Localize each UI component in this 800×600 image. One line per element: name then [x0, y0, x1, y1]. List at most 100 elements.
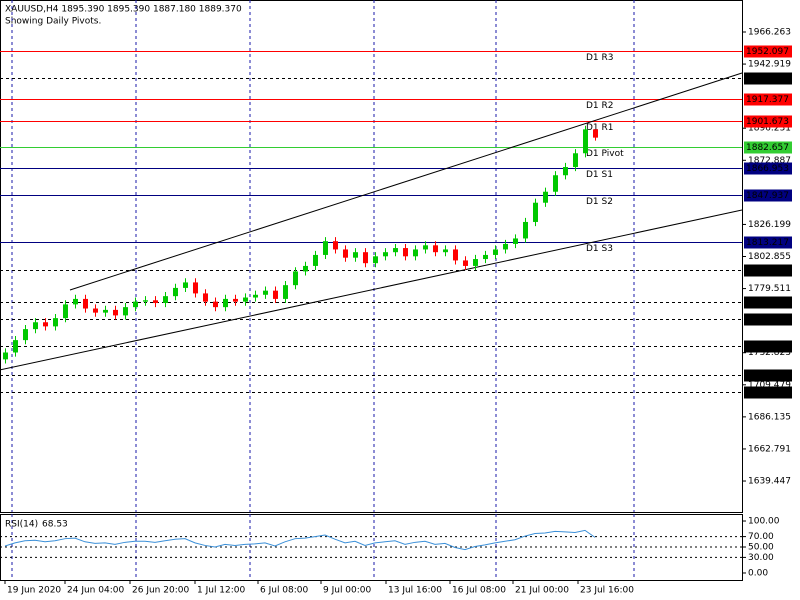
candle-body [173, 287, 178, 297]
level-tag [744, 72, 792, 85]
rsi-tick-label: 70.00 [748, 532, 774, 542]
y-tick-label: 1639.447 [748, 477, 791, 487]
level-tag [744, 264, 792, 277]
x-tick-label: 13 Jul 16:00 [388, 586, 442, 596]
candle-body [583, 129, 588, 154]
pivot-label: D1 S1 [586, 170, 613, 180]
candle-body [3, 352, 8, 360]
candle-body [413, 249, 418, 257]
candle-body [213, 301, 218, 308]
candle-body [503, 243, 508, 250]
candle-body [13, 340, 18, 353]
candle-body [373, 256, 378, 264]
pivot-label: D1 S3 [586, 244, 613, 254]
x-tick-label: 6 Jul 08:00 [260, 586, 309, 596]
level-tag-label: 1757.301 [746, 315, 789, 325]
candle-body [343, 249, 348, 258]
candle-body [493, 249, 498, 255]
candle-body [63, 304, 68, 319]
candle-body [303, 265, 308, 272]
y-tick-label: 1686.135 [748, 412, 791, 422]
candle-body [333, 241, 338, 250]
x-tick-label: 21 Jul 00:00 [515, 586, 569, 596]
pivot-label: D1 R2 [586, 101, 614, 111]
level-tag [744, 340, 792, 353]
candle-body [283, 285, 288, 299]
candle-body [433, 245, 438, 253]
candle-body [443, 249, 448, 253]
chart-title: XAUUSD,H4 1895.390 1895.390 1887.180 188… [5, 5, 242, 15]
candle-body [53, 318, 58, 327]
candle-body [33, 322, 38, 330]
candle-body [523, 221, 528, 239]
x-tick-label: 9 Jul 00:00 [323, 586, 372, 596]
y-tick-label: 1826.199 [748, 220, 791, 230]
level-tag [744, 141, 792, 154]
candle-body [423, 245, 428, 250]
candle-body [543, 191, 548, 203]
y-tick-label: 1709.479 [748, 380, 791, 390]
candle-body [163, 296, 168, 304]
candle-body [273, 290, 278, 299]
candle-body [453, 249, 458, 261]
candle-body [243, 297, 248, 302]
candle-body [293, 271, 298, 286]
level-tag-label: 1882.657 [746, 143, 789, 153]
trend-line [0, 209, 743, 371]
level-tag [744, 45, 792, 58]
level-tag [744, 296, 792, 309]
candle-body [143, 300, 148, 302]
y-tick-label: 1966.263 [748, 27, 791, 37]
level-tag-label: 1704.034 [746, 388, 789, 398]
candle-body [203, 293, 208, 302]
x-tick-label: 16 Jul 08:00 [452, 586, 506, 596]
trend-line [69, 72, 743, 291]
candle-body [593, 129, 598, 138]
y-tick-label: 1872.887 [748, 156, 791, 166]
candle-body [183, 282, 188, 288]
y-tick-label: 1942.919 [748, 60, 791, 70]
pivot-label: D1 R3 [586, 53, 614, 63]
x-tick-label: 1 Jul 12:00 [197, 586, 246, 596]
level-tag-label: 1737.786 [746, 342, 789, 352]
level-tag-label: 1866.953 [746, 164, 789, 174]
candle-body [103, 309, 108, 313]
pivot-label: D1 R1 [586, 123, 614, 133]
level-tag-label: 1847.937 [746, 191, 789, 201]
candle-body [363, 252, 368, 264]
level-tag [744, 386, 792, 399]
level-tag [744, 93, 792, 106]
x-tick-label: 24 Jun 04:00 [67, 586, 124, 596]
level-tag-label: 1917.377 [746, 95, 789, 105]
rsi-line [4, 529, 596, 551]
candle-body [323, 241, 328, 255]
level-tag [744, 236, 792, 249]
candle-body [383, 252, 388, 257]
level-tag-label: 1769.754 [746, 298, 789, 308]
pivot-label: D1 Pivot [586, 149, 624, 159]
rsi-tick-label: 30.00 [748, 553, 774, 563]
rsi-tick-label: 100.00 [748, 517, 780, 527]
level-tag-label: 1792.959 [746, 266, 789, 276]
candle-body [133, 301, 138, 308]
y-tick-label: 1779.511 [748, 284, 791, 294]
y-tick-label: 1662.791 [748, 444, 791, 454]
level-tag [744, 369, 792, 382]
level-tag [744, 162, 792, 175]
candle-body [193, 282, 198, 294]
candle-body [483, 254, 488, 260]
candle-body [43, 322, 48, 327]
candle-body [233, 298, 238, 302]
candle-body [153, 300, 158, 304]
candle-body [313, 254, 318, 266]
candle-body [403, 248, 408, 257]
y-tick-label: 1732.823 [748, 348, 791, 358]
x-tick-label: 23 Jul 16:00 [580, 586, 634, 596]
y-tick-label: 1896.231 [748, 124, 791, 134]
level-tag [744, 115, 792, 128]
candle-body [113, 309, 118, 316]
level-tag-label: 1813.217 [746, 238, 789, 248]
level-tag-label: 1716.612 [746, 371, 789, 381]
rsi-tick-label: 50.00 [748, 543, 774, 553]
